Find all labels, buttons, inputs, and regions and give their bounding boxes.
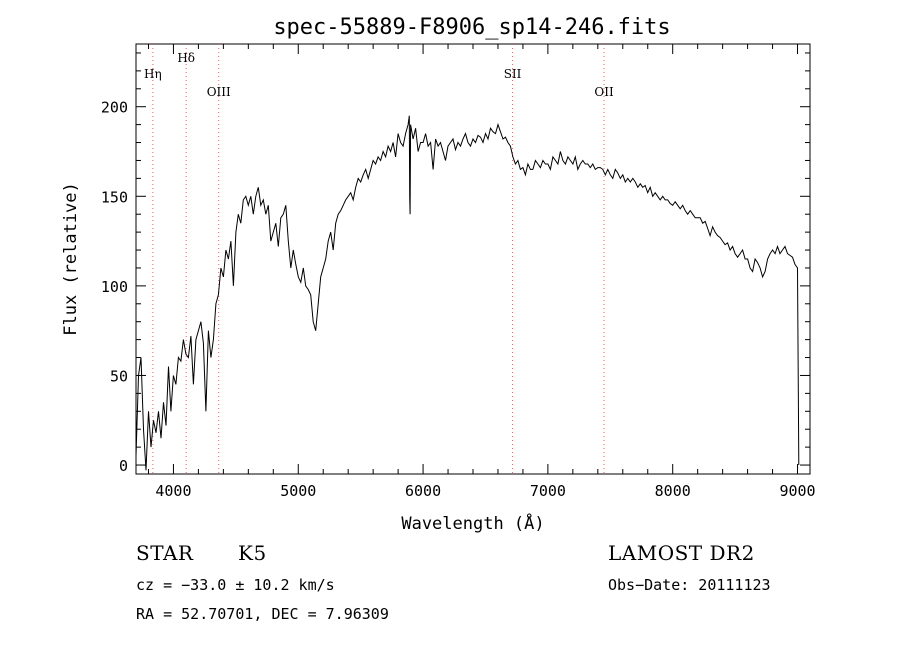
line-marker-label: Hη [144,67,162,81]
x-tick-label: 8000 [655,482,691,500]
x-axis-label: Wavelength (Å) [401,512,544,534]
x-tick-label: 4000 [155,482,191,500]
x-tick-label: 9000 [779,482,815,500]
axis-ticks: 4000 5000 6000 7000 8000 9000 0 50 100 150 200 [101,44,816,500]
survey-name: LAMOST DR2 [608,541,755,565]
y-tick-label: 100 [101,278,128,296]
plot-frame [135,43,811,475]
y-tick-label: 150 [101,188,128,206]
line-marker-label: OII [594,85,614,99]
object-subclass: K5 [238,541,267,565]
y-tick-label: 0 [119,457,128,475]
y-axis-label: Flux (relative) [61,182,81,336]
emission-line-markers: Hη Hδ OIII SII OII [144,44,614,474]
y-tick-label: 50 [110,367,128,385]
x-tick-label: 7000 [530,482,566,500]
chart-title: spec-55889-F8906_sp14-246.fits [273,15,670,40]
line-marker-label: SII [504,67,522,81]
sky-coordinates: RA = 52.70701, DEC = 7.96309 [136,605,389,623]
y-tick-label: 200 [101,99,128,117]
observation-date: Obs−Date: 20111123 [608,576,771,594]
line-marker-label: Hδ [177,51,195,65]
object-class: STAR [136,541,194,565]
x-tick-label: 5000 [280,482,316,500]
spectrum-line [135,115,800,471]
x-tick-label: 6000 [405,482,441,500]
line-marker-label: OIII [207,85,231,99]
redshift-velocity: cz = −33.0 ± 10.2 km/s [136,576,335,594]
